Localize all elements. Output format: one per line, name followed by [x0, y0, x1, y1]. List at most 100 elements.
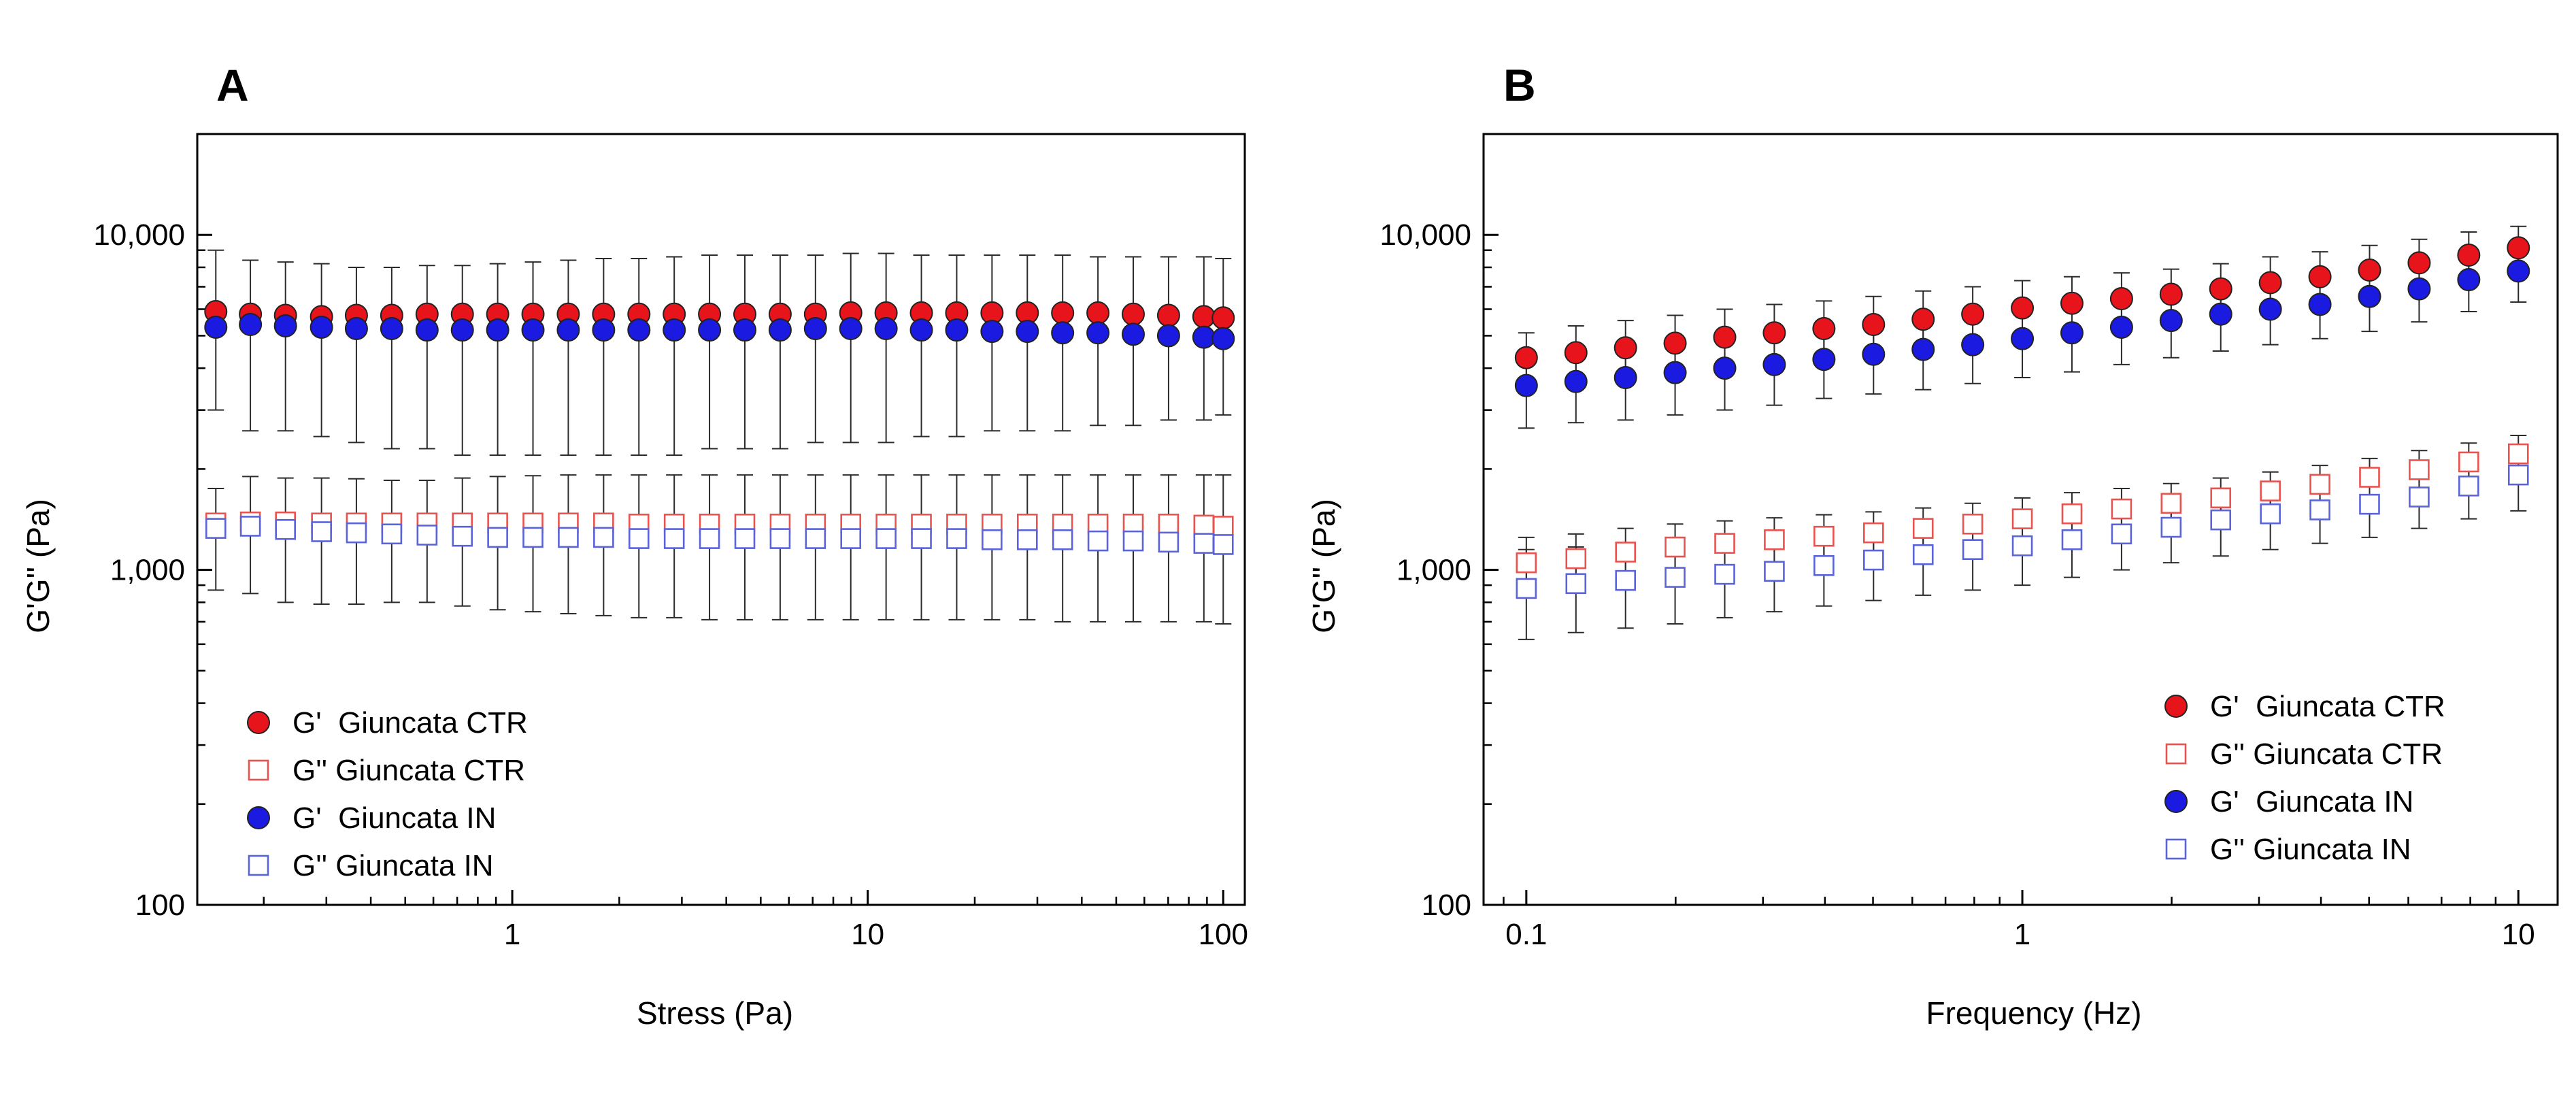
data-point	[698, 318, 722, 342]
data-point	[2308, 293, 2332, 316]
data-point	[733, 318, 756, 342]
legend-label: G' Giuncata CTR	[292, 706, 528, 740]
data-point	[1813, 525, 1835, 547]
data-point	[239, 312, 263, 336]
legend-label: G'' Giuncata CTR	[292, 754, 525, 787]
data-point	[1122, 530, 1144, 552]
data-point	[768, 318, 792, 342]
legend-b: G' Giuncata CTR G'' Giuncata CTR G' Giunca…	[2164, 690, 2445, 866]
data-point	[416, 525, 438, 546]
data-point	[1158, 531, 1180, 553]
data-point	[1613, 336, 1637, 360]
series-1-points	[1514, 236, 2530, 369]
legend-label: G' Giuncata IN	[2210, 785, 2413, 818]
data-point	[1212, 516, 1234, 537]
series-3-points	[204, 312, 1235, 350]
series-4-points	[205, 516, 1234, 555]
data-point	[1961, 302, 1985, 326]
data-point	[1713, 357, 1737, 380]
data-point	[381, 523, 403, 545]
x-axis-label-b: Frequency (Hz)	[1926, 995, 2142, 1031]
y-axis-label-b: G'G'' (Pa)	[1306, 499, 1341, 633]
legend-label: G' Giuncata CTR	[2210, 690, 2445, 723]
data-point	[2061, 503, 2083, 525]
data-point	[1564, 341, 1588, 365]
data-point	[1122, 322, 1145, 346]
data-point	[1158, 513, 1180, 535]
y-tick-label: 10,000	[1379, 218, 1471, 252]
data-point	[874, 317, 898, 341]
data-point	[2210, 487, 2232, 509]
data-point	[558, 527, 579, 548]
legend-marker	[248, 855, 269, 876]
plot-area-b: 0.1 1 10 100 1,000 10,000	[1379, 133, 2559, 951]
data-point	[839, 317, 863, 341]
data-point	[1663, 361, 1687, 384]
data-point	[1051, 301, 1075, 325]
data-point	[1086, 321, 1110, 345]
data-point	[1211, 306, 1235, 330]
data-point	[1516, 552, 1537, 574]
data-point	[1122, 302, 1145, 326]
data-point	[452, 525, 473, 547]
data-point	[1615, 569, 1637, 591]
data-point	[1762, 321, 1786, 345]
data-point	[699, 528, 720, 549]
data-point	[663, 528, 685, 549]
data-point	[2458, 451, 2479, 473]
data-point	[909, 318, 933, 342]
data-point	[593, 527, 614, 548]
data-point	[2159, 309, 2183, 333]
x-tick-label: 100	[1199, 918, 1248, 951]
data-point	[1615, 542, 1637, 563]
data-point	[2011, 327, 2035, 350]
data-point	[2209, 302, 2232, 326]
legend-label: G'' Giuncata IN	[292, 849, 494, 882]
data-point	[2409, 459, 2430, 480]
panel-letter-b: B	[1503, 60, 1536, 110]
data-point	[803, 317, 827, 341]
y-tick-label: 1,000	[1396, 554, 1471, 587]
data-point	[2359, 467, 2380, 488]
data-point	[1613, 365, 1637, 389]
data-point	[1912, 544, 1934, 565]
data-point	[1514, 346, 1538, 369]
data-point	[1565, 573, 1587, 595]
data-point	[1052, 529, 1073, 550]
data-point	[2011, 296, 2035, 320]
x-tick-label: 10	[2502, 918, 2535, 951]
data-point	[1087, 530, 1109, 552]
legend-marker	[248, 759, 269, 781]
data-point	[1762, 352, 1786, 376]
y-tick-label: 100	[135, 889, 185, 922]
data-point	[980, 320, 1004, 344]
legend-label: G'' Giuncata CTR	[2210, 737, 2443, 771]
data-point	[2260, 503, 2281, 525]
data-point	[311, 521, 332, 542]
data-point	[2109, 315, 2133, 339]
data-point	[1156, 303, 1180, 327]
data-point	[521, 318, 545, 342]
data-point	[769, 528, 791, 549]
series-4-points	[1516, 464, 2529, 599]
data-point	[2457, 268, 2481, 292]
data-point	[344, 317, 368, 341]
data-point	[2210, 509, 2232, 531]
x-tick-label: 1	[504, 918, 520, 951]
data-point	[2209, 277, 2232, 301]
data-point	[204, 315, 228, 339]
data-point	[2457, 244, 2481, 267]
data-point	[1665, 567, 1686, 588]
data-point	[1911, 337, 1935, 361]
data-point	[1714, 563, 1735, 585]
data-point	[2060, 321, 2084, 345]
data-point	[2160, 516, 2182, 538]
data-point	[734, 528, 756, 549]
data-point	[2309, 499, 2330, 520]
data-point	[2061, 529, 2083, 550]
data-point	[2358, 284, 2381, 308]
data-point	[628, 528, 650, 549]
data-point	[2159, 282, 2183, 306]
data-point	[2507, 236, 2530, 260]
